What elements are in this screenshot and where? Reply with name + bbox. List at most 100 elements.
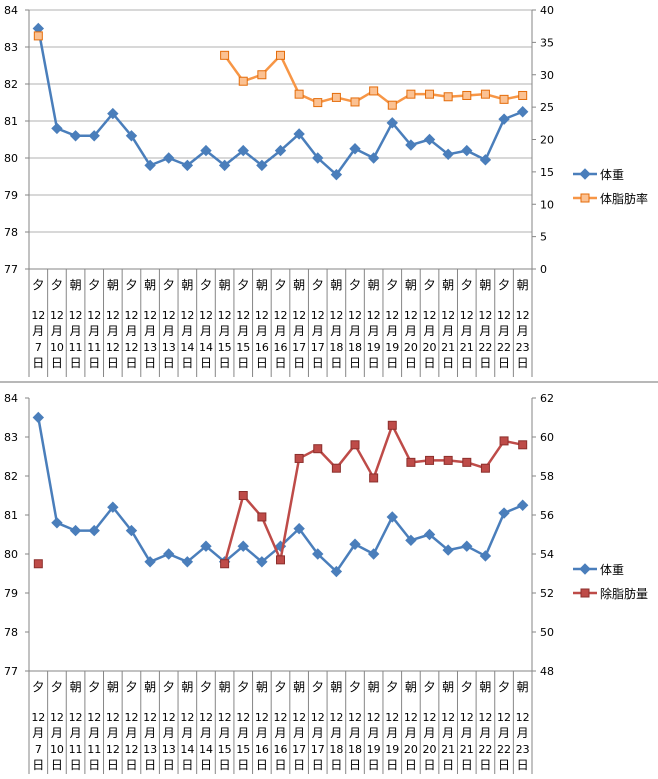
category-day-label: 19 [367, 341, 381, 354]
category-month-label: 12 [143, 309, 157, 322]
data-point [237, 144, 249, 157]
data-point [349, 538, 361, 550]
category-day-label: 21 [460, 341, 474, 354]
category-period-label: 朝 [219, 680, 231, 694]
category-month-unit: 月 [219, 726, 231, 740]
category-month-unit: 月 [330, 324, 342, 338]
y-right-tick-label: 50 [540, 626, 554, 639]
y-left-tick-label: 77 [4, 263, 18, 276]
y-left-tick-label: 78 [4, 226, 18, 239]
category-period-label: 夕 [312, 680, 324, 694]
category-day-unit: 日 [274, 356, 286, 370]
data-point [386, 117, 398, 129]
y-left-tick-label: 80 [4, 548, 18, 561]
data-point [33, 559, 43, 569]
category-day-unit: 日 [424, 356, 436, 370]
category-day-unit: 日 [274, 758, 286, 772]
category-day-label: 14 [180, 341, 194, 354]
data-point [125, 130, 138, 142]
category-day-label: 18 [348, 743, 362, 756]
category-month-unit: 月 [88, 324, 100, 338]
data-point [293, 128, 305, 140]
category-period-label: 夕 [51, 680, 63, 694]
category-period-label: 朝 [517, 278, 529, 292]
category-period-label: 夕 [163, 278, 175, 292]
category-day-unit: 日 [125, 758, 137, 772]
category-month-unit: 月 [107, 726, 119, 740]
data-point [237, 540, 249, 552]
y-left-tick-label: 84 [4, 4, 18, 17]
category-month-label: 12 [367, 711, 381, 724]
y-left-tick-label: 82 [4, 470, 18, 483]
y-left-tick-label: 78 [4, 626, 18, 639]
category-period-label: 夕 [498, 680, 510, 694]
category-period-label: 夕 [461, 278, 473, 292]
category-month-label: 12 [50, 711, 64, 724]
y-left-tick-label: 83 [4, 41, 18, 54]
data-point [294, 89, 304, 99]
legend-marker [579, 168, 591, 180]
data-point [331, 92, 341, 102]
data-point [350, 440, 360, 450]
category-day-unit: 日 [107, 356, 119, 370]
category-day-unit: 日 [349, 356, 361, 370]
category-period-label: 夕 [88, 680, 100, 694]
data-point [498, 113, 510, 125]
category-day-unit: 日 [368, 356, 380, 370]
category-month-label: 12 [367, 309, 381, 322]
category-month-unit: 月 [386, 726, 398, 740]
category-month-label: 12 [329, 711, 343, 724]
category-month-label: 12 [423, 711, 437, 724]
category-period-label: 朝 [144, 278, 156, 292]
category-month-label: 12 [180, 309, 194, 322]
data-point [386, 511, 398, 523]
category-period-label: 朝 [107, 680, 119, 694]
data-point [33, 31, 43, 41]
category-day-unit: 日 [442, 356, 454, 370]
category-day-label: 12 [124, 743, 138, 756]
category-day-unit: 日 [424, 758, 436, 772]
category-day-label: 13 [162, 743, 176, 756]
category-day-unit: 日 [256, 356, 268, 370]
category-period-label: 朝 [479, 680, 491, 694]
category-period-label: 朝 [368, 680, 380, 694]
category-day-label: 14 [199, 341, 213, 354]
category-day-unit: 日 [51, 356, 63, 370]
y-left-tick-label: 77 [4, 665, 18, 678]
category-month-label: 12 [423, 309, 437, 322]
category-day-unit: 日 [163, 356, 175, 370]
data-point [107, 107, 119, 120]
category-day-unit: 日 [405, 356, 417, 370]
category-day-unit: 日 [237, 758, 249, 772]
data-point [480, 89, 490, 99]
category-day-unit: 日 [312, 758, 324, 772]
y-left-tick-label: 79 [4, 587, 18, 600]
category-month-label: 12 [31, 309, 45, 322]
y-left-tick-label: 81 [4, 509, 18, 522]
data-point [200, 540, 212, 552]
category-day-label: 11 [69, 341, 83, 354]
series-体重 [32, 411, 529, 578]
data-point [294, 453, 304, 463]
category-day-unit: 日 [70, 758, 82, 772]
category-month-label: 12 [348, 309, 362, 322]
data-point [257, 512, 267, 522]
data-point [516, 499, 529, 511]
category-day-unit: 日 [219, 758, 231, 772]
category-month-unit: 月 [405, 726, 417, 740]
category-day-unit: 日 [88, 758, 100, 772]
data-point [238, 491, 248, 500]
category-day-unit: 日 [200, 758, 212, 772]
category-day-label: 22 [478, 341, 492, 354]
category-month-label: 12 [385, 309, 399, 322]
y-right-tick-label: 52 [540, 587, 554, 600]
series-除脂肪量 [33, 420, 528, 569]
category-period-label: 朝 [330, 278, 342, 292]
category-month-label: 12 [516, 711, 530, 724]
legend-label: 除脂肪量 [600, 586, 648, 601]
category-day-unit: 日 [479, 758, 491, 772]
data-point [405, 139, 417, 151]
category-month-label: 12 [162, 309, 176, 322]
category-period-label: 夕 [461, 680, 473, 694]
category-day-label: 23 [516, 341, 530, 354]
